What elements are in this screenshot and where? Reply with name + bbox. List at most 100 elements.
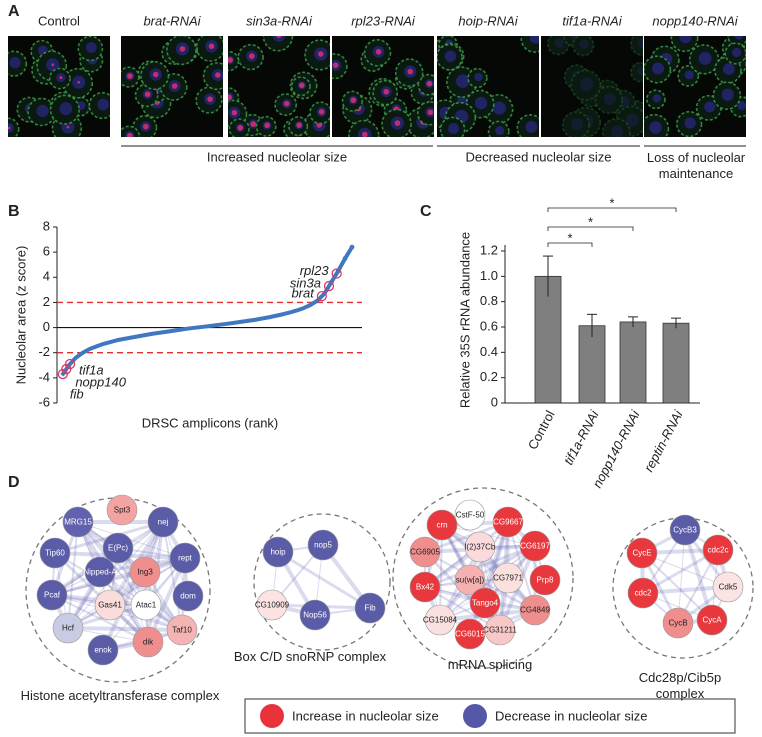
nucleolus [51, 63, 55, 67]
node-label: Cdk5 [719, 583, 738, 592]
bar [619, 321, 647, 404]
cluster-title: mRNA splicing [447, 657, 533, 672]
node [519, 594, 551, 626]
nucleolus [318, 109, 325, 115]
nucleus [529, 36, 539, 44]
node [102, 532, 134, 564]
node-label: Taf10 [172, 626, 192, 635]
y-tick-label: 0 [43, 319, 50, 334]
cell [561, 111, 591, 137]
legend-label: Increase in nucleolar size [292, 708, 439, 723]
node [454, 564, 486, 596]
node [106, 494, 138, 526]
cell [601, 117, 631, 137]
nucleus [684, 70, 694, 80]
edge [67, 557, 186, 629]
micrograph [541, 36, 643, 137]
node [299, 599, 331, 631]
node [166, 614, 198, 646]
edge [439, 545, 536, 621]
node-label: CG6197 [520, 542, 550, 551]
nucleus [444, 50, 457, 62]
nucleolus [215, 72, 221, 78]
node-label: E(Pc) [108, 544, 128, 553]
nucleus [704, 101, 716, 113]
node-label: l(2)37Cb [465, 543, 496, 552]
y-tick-label: 8 [43, 218, 50, 233]
nucleolus [171, 83, 178, 89]
edge [116, 546, 184, 632]
edge [67, 521, 79, 629]
nucleolus [248, 53, 255, 59]
cell [594, 85, 624, 115]
highlight-ring [57, 368, 69, 380]
nucleolus [283, 100, 290, 107]
node [36, 579, 68, 611]
node [426, 509, 458, 541]
cluster-title: Box C/D snoRNP complex [233, 649, 387, 664]
node [262, 536, 294, 568]
nucleolus [407, 68, 414, 75]
nucleus [603, 92, 616, 105]
nucleus [97, 98, 109, 111]
nucleolus [426, 80, 433, 87]
edge [51, 594, 149, 643]
highlight-ring [316, 290, 328, 302]
y-tick-label: 0.2 [480, 369, 498, 384]
node [256, 589, 288, 621]
legend-swatch [463, 704, 487, 728]
cluster-title: Histone acetyltransferase complex [20, 688, 220, 703]
nucleolus [207, 96, 213, 102]
node-label: dom [180, 592, 196, 601]
node-label: Pcaf [44, 591, 61, 600]
node-label: rept [178, 554, 193, 563]
y-tick-label: 0 [491, 394, 498, 409]
edge [67, 626, 183, 632]
node-label: Nipped-A [83, 568, 117, 577]
node [464, 531, 496, 563]
panel-label: A [8, 3, 20, 20]
micrograph [121, 36, 223, 137]
node-label: CG10909 [255, 601, 290, 610]
significance-bracket [547, 207, 677, 212]
edge [641, 552, 713, 621]
node-label: Tango4 [472, 599, 499, 608]
y-tick-label: 2 [43, 294, 50, 309]
nucleolus [77, 80, 81, 84]
x-tick-label: Control [525, 408, 558, 452]
cluster-boundary [392, 487, 574, 669]
node-label: cdc2c [708, 546, 729, 555]
nucleolus [250, 121, 257, 127]
point [349, 244, 355, 250]
nucleolus [318, 51, 324, 57]
node [484, 614, 516, 646]
node-label: crn [436, 521, 447, 530]
highlight-label: nopp140 [75, 374, 126, 389]
nucleus [474, 96, 488, 110]
nucleolus [228, 94, 232, 101]
node-label: CycB3 [673, 526, 697, 535]
nucleus [698, 51, 712, 65]
node-label: CstF-50 [456, 511, 485, 520]
node [529, 564, 561, 596]
edge [440, 523, 537, 612]
nucleus [625, 113, 639, 128]
nucleus [637, 66, 643, 76]
node [62, 506, 94, 538]
node-label: Spt3 [114, 506, 131, 515]
legend-label: Decrease in nucleolar size [495, 708, 647, 723]
node-label: CycB [668, 619, 687, 628]
nucleolus [152, 71, 159, 78]
panel-label: D [8, 474, 20, 491]
micrograph [8, 36, 110, 137]
highlight-label: tif1a [79, 362, 104, 377]
node [409, 536, 441, 568]
edge [117, 547, 149, 643]
cluster-title: Cdc28p/Cib5p complex [638, 670, 722, 701]
edge [641, 552, 729, 588]
nucleolus [332, 62, 339, 68]
nucleolus [375, 48, 382, 55]
nucleus [638, 37, 643, 48]
node-label: CycE [632, 549, 651, 558]
cell [630, 36, 643, 56]
